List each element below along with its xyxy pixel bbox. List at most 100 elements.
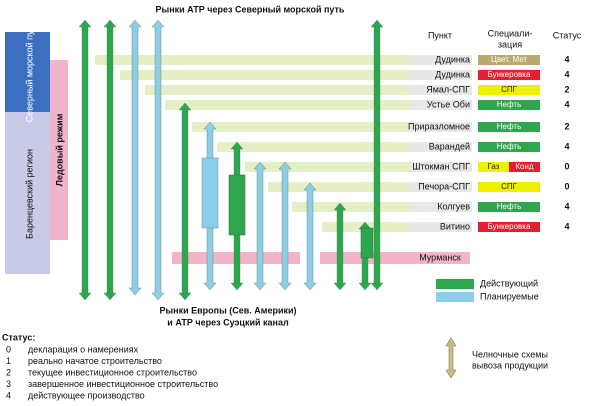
arrow — [333, 202, 347, 291]
point-cell — [410, 182, 472, 192]
status-value: 0 — [564, 181, 569, 191]
connector-bar — [292, 202, 470, 212]
arrow — [128, 19, 142, 296]
barents-label: Баренцевский регион — [24, 149, 34, 239]
spec-label: Конд — [515, 162, 534, 171]
arrow — [303, 182, 317, 291]
shuttle-line2: вывоза продукции — [472, 360, 548, 370]
point-name: Приразломное — [408, 121, 470, 131]
nsr-label: Северный морской путь — [24, 21, 34, 122]
status-code: 4 — [6, 390, 11, 400]
status-text: декларация о намерениях — [28, 344, 139, 354]
connector-bar — [192, 122, 470, 132]
status-value: 4 — [564, 69, 569, 79]
spec-cell — [478, 182, 540, 192]
spec-cell — [478, 55, 540, 65]
point-cell — [410, 55, 472, 65]
bottom-line2: и АТР через Суэцкий канал — [167, 317, 289, 327]
point-name: Устье Оби — [427, 99, 470, 109]
spec-cell — [478, 85, 540, 95]
arrow — [178, 102, 192, 301]
shuttle-box — [360, 227, 374, 259]
header-point: Пункт — [428, 30, 452, 40]
status-text: завершенное инвестиционное строительство — [28, 379, 218, 389]
arrow — [370, 19, 384, 291]
point-name: Печора-СПГ — [418, 181, 470, 191]
connector-bar — [268, 182, 470, 192]
barents-box — [5, 112, 50, 274]
point-cell — [410, 85, 472, 95]
header-spec: зация — [498, 39, 522, 49]
bottom-line1: Рынки Европы (Сев. Америки) — [159, 305, 296, 315]
spec-label: Нефть — [497, 100, 521, 109]
status-value: 0 — [564, 161, 569, 171]
shuttle-line1: Челночные схемы — [472, 349, 548, 359]
shuttle-box — [201, 157, 219, 229]
status-code: 2 — [6, 367, 11, 377]
status-value: 2 — [564, 84, 569, 94]
arrow — [253, 161, 267, 291]
arrow — [78, 19, 92, 301]
spec-cell — [478, 162, 509, 172]
status-title: Статус: — [2, 332, 35, 342]
header-status: Статус — [553, 30, 582, 40]
spec-label: СПГ — [501, 182, 518, 191]
shuttle-box — [228, 174, 246, 236]
point-cell — [410, 100, 472, 110]
status-text: текущее инвестиционное строительство — [28, 367, 197, 377]
point-name: Витино — [440, 221, 470, 231]
spec-label: Цвет. Мет — [491, 55, 527, 64]
spec-cell — [478, 222, 540, 232]
spec-cell — [478, 70, 540, 80]
point-name: Колгуев — [437, 201, 470, 211]
point-cell — [410, 222, 472, 232]
arrow — [278, 161, 292, 291]
title: Рынки АТР через Северный морской путь — [156, 4, 345, 14]
status-value: 4 — [564, 99, 569, 109]
murmansk-cell — [400, 252, 470, 264]
spec-label: Нефть — [497, 122, 521, 131]
connector-bar — [165, 100, 470, 110]
connector-bar — [217, 142, 470, 152]
legend-swatch — [436, 292, 474, 302]
legend-label: Планируемые — [480, 291, 539, 301]
legend-label: Действующий — [480, 278, 538, 288]
point-cell — [410, 162, 472, 172]
spec-label: Газ — [488, 162, 500, 171]
spec-cell — [509, 162, 540, 172]
spec-cell — [478, 122, 540, 132]
spec-cell — [478, 142, 540, 152]
point-name: Ямал-СПГ — [426, 84, 470, 94]
arrow — [103, 19, 117, 301]
status-code: 1 — [6, 356, 11, 366]
status-text: действующее производство — [28, 390, 145, 400]
spec-label: Бункеровка — [488, 222, 531, 231]
header-spec: Специали- — [488, 28, 533, 38]
status-value: 4 — [564, 141, 569, 151]
status-value: 2 — [564, 121, 569, 131]
status-text: реально начатое строительство — [28, 356, 162, 366]
connector-bar — [245, 162, 470, 172]
spec-cell — [478, 100, 540, 110]
murmansk-label: Мурманск — [419, 252, 461, 262]
spec-label: Нефть — [497, 202, 521, 211]
ice-label: Ледовый режим — [54, 113, 64, 186]
point-cell — [410, 122, 472, 132]
status-value: 4 — [564, 201, 569, 211]
point-cell — [410, 202, 472, 212]
point-name: Варандей — [429, 141, 470, 151]
spec-label: Нефть — [497, 142, 521, 151]
status-code: 0 — [6, 344, 11, 354]
point-name: Дудинка — [435, 69, 470, 79]
spec-label: СПГ — [501, 85, 518, 94]
status-value: 4 — [564, 54, 569, 64]
point-name: Дудинка — [435, 54, 470, 64]
ice-box — [50, 60, 68, 240]
point-cell — [410, 142, 472, 152]
shuttle-arrow — [445, 337, 457, 379]
connector-bar — [120, 70, 470, 80]
connector-bar — [95, 55, 470, 65]
nsr-box — [5, 32, 50, 112]
status-value: 4 — [564, 221, 569, 231]
